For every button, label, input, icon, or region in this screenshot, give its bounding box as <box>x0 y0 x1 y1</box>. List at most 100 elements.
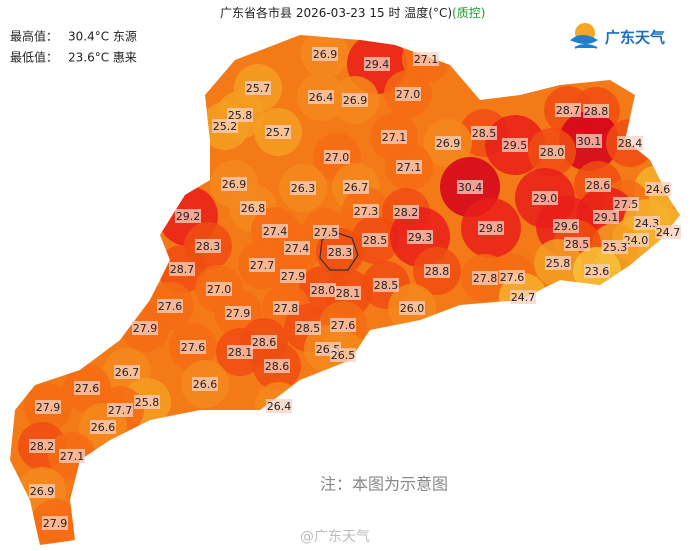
label-box <box>396 160 422 174</box>
station-temp: 29.5 <box>503 139 528 152</box>
logo-text: 广东天气 <box>605 29 665 47</box>
station-temp: 27.7 <box>108 404 133 417</box>
station-temp: 25.8 <box>135 396 160 409</box>
title-text: 广东省各市县 2026-03-23 15 时 温度(°C) <box>220 5 452 20</box>
station-temp: 27.1 <box>414 53 439 66</box>
station-temp: 28.0 <box>311 284 336 297</box>
station-temp: 24.0 <box>624 234 649 247</box>
station-temp: 26.9 <box>343 94 368 107</box>
station-temp: 28.4 <box>618 137 643 150</box>
station-temp: 28.5 <box>565 238 590 251</box>
label-box <box>539 145 565 159</box>
label-box <box>553 219 579 233</box>
station-temp: 28.8 <box>584 105 609 118</box>
station-temp: 29.6 <box>554 220 579 233</box>
station-temp: 26.7 <box>344 181 369 194</box>
label-box <box>227 108 253 122</box>
station-temp: 30.4 <box>458 181 483 194</box>
station-temp: 25.8 <box>228 109 253 122</box>
station-temp: 24.6 <box>646 183 671 196</box>
label-box <box>169 262 195 276</box>
station-temp: 28.1 <box>336 287 361 300</box>
label-box <box>290 181 316 195</box>
label-box <box>471 126 497 140</box>
label-box <box>295 321 321 335</box>
min-label: 最低值： <box>10 50 58 65</box>
label-box <box>42 516 68 530</box>
label-box <box>399 301 425 315</box>
logo-wave <box>570 35 598 49</box>
label-box <box>335 286 361 300</box>
label-box <box>343 180 369 194</box>
label-box <box>227 345 253 359</box>
station-temp: 28.2 <box>394 206 419 219</box>
label-box <box>655 225 681 239</box>
label-box <box>175 209 201 223</box>
station-temp: 27.9 <box>133 322 158 335</box>
label-box <box>212 119 238 133</box>
station-temp: 28.0 <box>540 146 565 159</box>
station-temp: 27.1 <box>60 450 85 463</box>
station-temp: 28.8 <box>425 265 450 278</box>
label-box <box>413 52 439 66</box>
station-temp: 26.6 <box>91 421 116 434</box>
label-box <box>584 264 610 278</box>
station-temp: 28.2 <box>30 440 55 453</box>
station-temp: 26.3 <box>291 182 316 195</box>
label-box <box>362 233 388 247</box>
station-temp: 29.3 <box>408 231 433 244</box>
station-temp: 27.1 <box>382 131 407 144</box>
label-box <box>342 93 368 107</box>
label-box <box>478 221 504 235</box>
station-temp: 26.8 <box>241 202 266 215</box>
label-box <box>249 258 275 272</box>
station-temp: 29.2 <box>176 210 201 223</box>
label-box <box>225 306 251 320</box>
label-box <box>532 191 558 205</box>
station-temp: 29.4 <box>365 58 390 71</box>
station-temp: 28.7 <box>556 104 581 117</box>
station-temp: 29.0 <box>533 192 558 205</box>
label-box <box>157 299 183 313</box>
label-box <box>407 230 433 244</box>
label-box <box>395 87 421 101</box>
label-box <box>280 269 306 283</box>
label-box <box>576 134 602 148</box>
label-box <box>313 225 339 239</box>
station-temp: 26.9 <box>30 485 55 498</box>
station-temp: 27.8 <box>473 272 498 285</box>
label-box <box>435 136 461 150</box>
label-box <box>585 178 611 192</box>
station-temp: 27.8 <box>274 302 299 315</box>
label-box <box>59 449 85 463</box>
label-box <box>510 290 536 304</box>
station-temp: 27.9 <box>36 401 61 414</box>
station-temp: 27.7 <box>250 259 275 272</box>
station-temp: 26.4 <box>309 91 334 104</box>
label-box <box>381 130 407 144</box>
station-temp: 28.3 <box>196 240 221 253</box>
label-box <box>264 359 290 373</box>
label-box <box>312 47 338 61</box>
label-box <box>545 256 571 270</box>
station-temp: 28.6 <box>265 360 290 373</box>
station-temp: 25.3 <box>603 241 628 254</box>
station-temp: 28.5 <box>363 234 388 247</box>
label-box <box>602 240 628 254</box>
label-box <box>35 400 61 414</box>
station-temp: 27.0 <box>207 283 232 296</box>
station-temp: 26.9 <box>313 48 338 61</box>
station-temp: 28.7 <box>170 263 195 276</box>
max-label: 最高值： <box>10 29 58 44</box>
station-temp: 27.9 <box>281 270 306 283</box>
station-temp: 27.5 <box>614 198 639 211</box>
title: 广东省各市县 2026-03-23 15 时 温度(°C)(质控) <box>220 5 485 20</box>
label-box <box>310 283 336 297</box>
station-temp: 27.1 <box>397 161 422 174</box>
qc-text: (质控) <box>452 6 485 20</box>
station-temp: 27.3 <box>354 205 379 218</box>
station-temp: 27.6 <box>75 382 100 395</box>
label-box <box>613 197 639 211</box>
